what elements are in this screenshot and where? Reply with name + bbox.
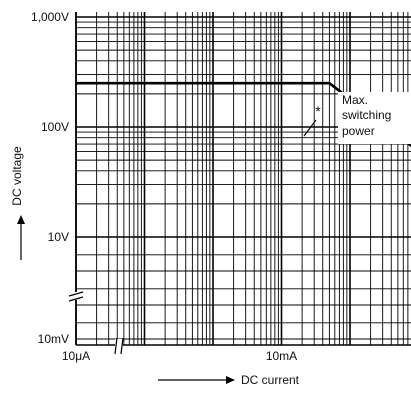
y-axis-arrow-head — [17, 215, 25, 224]
axes — [68, 12, 411, 355]
y-tick-label: 10V — [48, 230, 69, 244]
y-axis-break-mark — [68, 291, 84, 297]
annotations: Max.switching power * — [303, 92, 411, 144]
y-axis-break-gap — [70, 292, 82, 300]
annotation-background — [338, 92, 411, 144]
y-tick-label: 10mV — [38, 332, 69, 346]
x-tick-label: 10mA — [266, 349, 297, 363]
x-axis-title: DC current — [241, 373, 300, 387]
switching-capacity-curve — [76, 81, 411, 148]
x-axis-break-mark — [120, 337, 124, 355]
annotation-text: Max. — [342, 93, 368, 107]
y-axis-break-mark — [68, 296, 84, 302]
x-tick-label: 10μA — [62, 349, 90, 363]
y-tick-label: 100V — [41, 120, 69, 134]
y-tick-label: 1,000V — [31, 10, 69, 24]
grid — [75, 12, 411, 345]
x-axis-break-gap — [115, 339, 123, 353]
x-axis-arrow-head — [226, 376, 235, 384]
annotation-text: switching — [342, 108, 391, 122]
y-axis-title: DC voltage — [10, 146, 24, 206]
annotation-asterisk: * — [315, 103, 321, 119]
series-layer — [76, 81, 411, 148]
tick-labels: 1,000V100V10V10mV10μA10mA1ADC voltageDC … — [10, 10, 300, 387]
x-axis-break-mark — [114, 337, 118, 355]
annotation-leader-line — [303, 119, 317, 137]
annotation-text: power — [342, 124, 375, 138]
